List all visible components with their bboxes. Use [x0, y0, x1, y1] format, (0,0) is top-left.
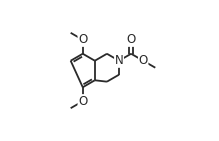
Text: N: N: [115, 54, 123, 67]
Text: O: O: [78, 33, 87, 46]
Text: O: O: [127, 33, 136, 46]
Text: O: O: [139, 54, 148, 67]
Text: O: O: [78, 95, 87, 108]
